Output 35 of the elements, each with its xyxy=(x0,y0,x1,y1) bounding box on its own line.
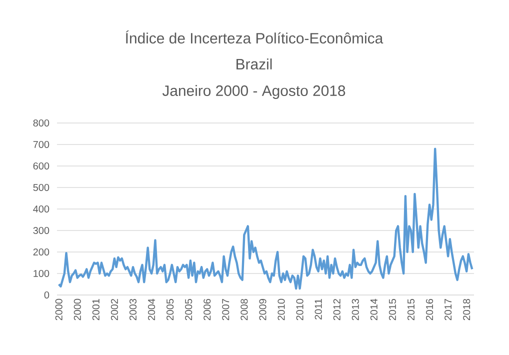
x-tick-label: 2006 xyxy=(204,298,211,320)
y-tick-label: 500 xyxy=(33,184,50,192)
x-tick-label: 2015 xyxy=(388,298,396,320)
y-tick-label: 700 xyxy=(33,140,50,148)
x-tick-label: 2001 xyxy=(92,299,100,320)
x-tick-label: 2005 xyxy=(185,298,192,320)
chart-subtitle: Brazil xyxy=(236,58,272,70)
x-tick-label: 2015 xyxy=(407,298,415,320)
x-tick-label: 2005 xyxy=(166,298,174,320)
y-tick-label: 400 xyxy=(33,205,50,213)
x-tick-label: 2011 xyxy=(314,299,322,320)
text: Janeiro 2000 - Agosto 2018 xyxy=(162,85,346,99)
y-tick-label: 300 xyxy=(33,226,50,234)
y-tick-label: 100 xyxy=(34,270,50,278)
chart-title: Índice de Incerteza Político-Econômica xyxy=(126,30,384,44)
x-tick-label: 2004 xyxy=(148,298,156,320)
x-tick-label: 2002 xyxy=(110,299,118,320)
x-tick-label: 2018 xyxy=(463,298,470,320)
x-tick-label: 2000 xyxy=(55,298,62,320)
x-tick-label: 2013 xyxy=(352,298,359,320)
x-tick-label: 2008 xyxy=(240,298,248,320)
x-tick-label: 2010 xyxy=(278,298,285,320)
y-tick-label: 800 xyxy=(33,119,50,127)
y-tick-label: 600 xyxy=(33,162,50,170)
x-tick-label: 2016 xyxy=(426,298,434,320)
x-tick-label: 2007 xyxy=(222,299,230,320)
x-tick-label: 2014 xyxy=(370,298,378,320)
x-tick-label: 2000 xyxy=(74,298,81,320)
x-tick-label: 2012 xyxy=(333,299,340,320)
x-tick-label: 2017 xyxy=(444,299,452,320)
x-tick-label: 2010 xyxy=(296,298,304,320)
x-tick-label: 2009 xyxy=(259,298,266,320)
y-tick-label: 200 xyxy=(33,248,50,256)
y-tick-label: 0 xyxy=(44,291,50,299)
x-tick-label: 2003 xyxy=(129,298,137,320)
